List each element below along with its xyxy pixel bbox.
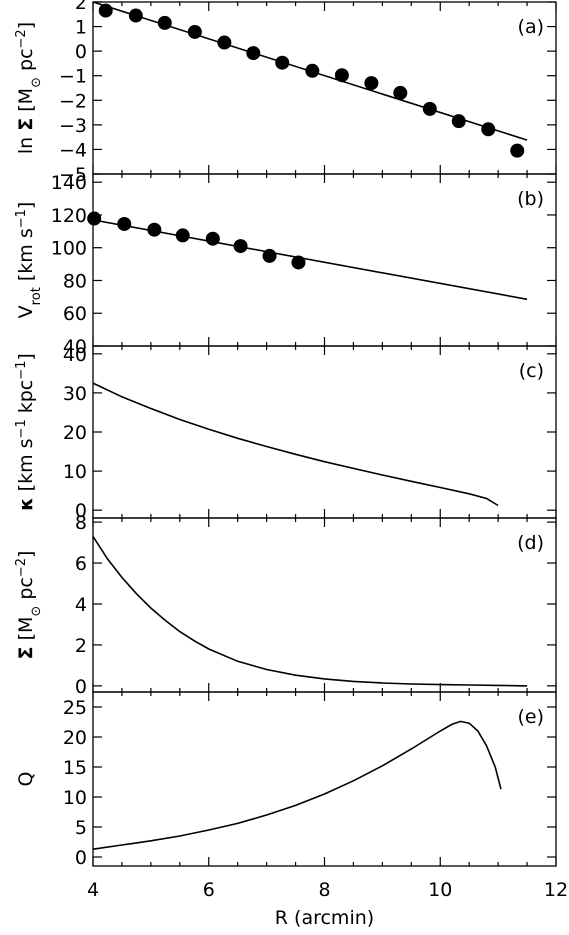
- panel-c: 40 30 20 10 0 (c) κ [km s−1 kpc−1]: [14, 344, 557, 522]
- y-tick-label: 8: [75, 512, 87, 534]
- panel-a: 2 10 −1−2 −3−4 −5 (a) ln Σ [M⊙ pc−2]: [14, 0, 557, 186]
- y-tick-label: 2: [75, 0, 87, 14]
- data-point: [205, 231, 220, 246]
- y-axis-title: Σ [M⊙ pc−2]: [14, 551, 44, 660]
- y-axis-title: Q: [15, 772, 37, 787]
- panel-label: (b): [517, 188, 544, 210]
- y-tick-label: 0: [75, 500, 87, 522]
- panel-label: (c): [519, 360, 544, 382]
- y-tick-label: 40: [63, 344, 87, 366]
- y-tick-label: 140: [51, 172, 87, 194]
- model-curve: [92, 535, 528, 687]
- panel-label: (a): [518, 16, 544, 38]
- y-tick-label: 60: [63, 303, 87, 325]
- fit-line: [92, 219, 528, 301]
- y-axis-title: ln Σ [M⊙ pc−2]: [14, 22, 44, 154]
- panel-e: 25 20 15 10 5 0 (e) Q: [15, 691, 557, 869]
- y-tick-label: 30: [63, 383, 87, 405]
- data-point: [175, 228, 190, 243]
- y-tick-label: 80: [63, 270, 87, 292]
- y-tick-label: 120: [51, 205, 87, 227]
- y-tick-label: 20: [63, 422, 87, 444]
- y-tick-label: 0: [75, 676, 87, 698]
- model-curve: [92, 382, 499, 507]
- data-point: [481, 122, 496, 137]
- y-tick-label: 5: [75, 817, 87, 839]
- data-point: [393, 85, 408, 100]
- data-point: [510, 143, 525, 158]
- data-point: [305, 63, 320, 78]
- y-tick-label: 1: [75, 17, 87, 39]
- data-point: [217, 35, 232, 50]
- data-point: [87, 211, 102, 226]
- data-point: [117, 216, 132, 231]
- x-tick-label: 6: [203, 879, 215, 901]
- y-tick-label: 10: [63, 787, 87, 809]
- y-tick-label: 10: [63, 461, 87, 483]
- y-tick-label: 25: [63, 697, 87, 719]
- y-tick-label: 2: [75, 635, 87, 657]
- model-curve: [92, 720, 502, 850]
- panels-group: 210−1−2−3−4−5(a)ln Σ [M⊙ pc−2]1401201008…: [14, 0, 557, 869]
- panel-label: (d): [517, 532, 544, 554]
- y-tick-label: 100: [51, 238, 87, 260]
- y-tick-label: 0: [75, 847, 87, 869]
- panel-frame: [92, 691, 557, 867]
- data-point: [291, 255, 306, 270]
- y-axis-title: Vrot [km s−1]: [14, 202, 44, 319]
- x-axis-title: R (arcmin): [275, 907, 374, 929]
- y-tick-label: 0: [75, 41, 87, 63]
- panel-b: 140 120 100 80 60 40 (b) Vrot [km s−1]: [14, 172, 557, 358]
- x-tick-label: 8: [318, 879, 330, 901]
- data-point: [233, 239, 248, 254]
- data-point: [334, 68, 349, 83]
- y-tick-label: 40: [63, 336, 87, 358]
- x-tick-label: 12: [544, 879, 568, 901]
- y-tick-label: −4: [59, 139, 87, 161]
- y-tick-label: 6: [75, 553, 87, 575]
- data-point: [147, 222, 162, 237]
- y-tick-label: 15: [63, 757, 87, 779]
- data-point: [187, 24, 202, 39]
- panel-frame: [92, 345, 557, 519]
- y-tick-label: −2: [59, 90, 87, 112]
- panel-frame: [92, 517, 557, 693]
- y-tick-label: 4: [75, 594, 87, 616]
- fit-line: [92, 1, 528, 141]
- data-point: [364, 76, 379, 91]
- panel-frame: [92, 173, 557, 347]
- panel-d: 8 6 4 2 0 (d) Σ [M⊙ pc−2]: [14, 512, 557, 698]
- y-axis-title: κ [km s−1 kpc−1]: [14, 353, 38, 511]
- y-tick-label: −1: [59, 66, 87, 88]
- y-tick-label: −3: [59, 115, 87, 137]
- y-tick-label: −5: [59, 164, 87, 186]
- x-axis-group: 4 6 8 10 12 R (arcmin): [87, 879, 568, 929]
- x-tick-label: 10: [428, 879, 452, 901]
- x-tick-label: 4: [87, 879, 99, 901]
- y-tick-label: 20: [63, 727, 87, 749]
- panel-label: (e): [517, 706, 544, 728]
